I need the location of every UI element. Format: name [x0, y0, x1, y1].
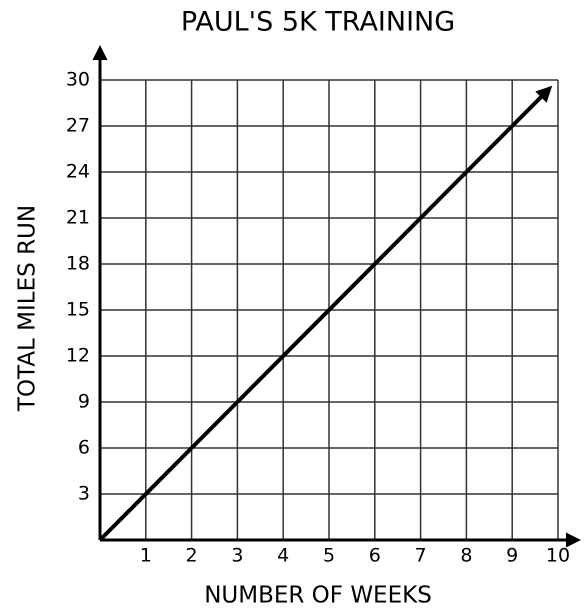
x-tick-label: 7 [415, 545, 427, 567]
x-tick-label: 2 [186, 545, 198, 567]
x-tick-label: 8 [460, 545, 472, 567]
x-tick-label: 1 [140, 545, 152, 567]
x-tick-label: 3 [231, 545, 243, 567]
y-tick-label: 9 [78, 391, 90, 413]
y-tick-label: 27 [66, 115, 90, 137]
y-tick-label: 30 [66, 69, 90, 91]
y-tick-label: 12 [66, 345, 90, 367]
y-tick-label: 6 [78, 437, 90, 459]
x-tick-label: 9 [506, 545, 518, 567]
y-tick-label: 24 [66, 161, 90, 183]
y-axis-label: TOTAL MILES RUN [15, 205, 41, 412]
x-axis-label: NUMBER OF WEEKS [204, 583, 432, 609]
y-tick-label: 21 [66, 207, 90, 229]
x-tick-label: 6 [369, 545, 381, 567]
data-line [98, 85, 553, 542]
x-tick-label: 10 [546, 545, 570, 567]
x-tick-label: 5 [323, 545, 335, 567]
x-tick-label: 4 [277, 545, 289, 567]
y-tick-label: 15 [66, 299, 90, 321]
y-tick-label: 18 [66, 253, 90, 275]
grid [100, 79, 559, 540]
y-tick-label: 3 [78, 483, 90, 505]
chart-title: PAUL'S 5K TRAINING [181, 7, 455, 38]
